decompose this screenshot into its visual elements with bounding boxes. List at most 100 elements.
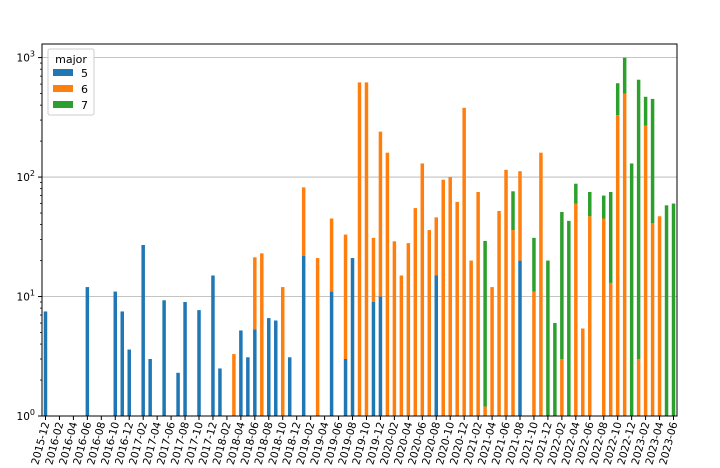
bar-segment-major-5 [141, 245, 145, 416]
bar-segment-major-6 [455, 201, 459, 416]
bar-segment-major-5 [434, 275, 439, 416]
y-tick-label: 103 [17, 50, 35, 65]
legend-label-7: 7 [81, 99, 88, 112]
bar-segment-major-6 [469, 260, 473, 416]
bar-segment-major-7 [574, 183, 578, 204]
bar-segment-major-6 [315, 258, 320, 416]
bar-segment-major-5 [211, 275, 215, 416]
bar-segment-major-6 [608, 282, 613, 416]
y-axis-ticks: 100 101 102 103 [17, 50, 42, 423]
bar-segment-major-5 [43, 311, 48, 416]
bar-segment-major-7 [483, 240, 487, 407]
bar-segment-major-7 [671, 203, 676, 416]
bar-segment-major-7 [622, 57, 627, 94]
bar-segment-major-5 [378, 296, 383, 416]
bar-segment-major-6 [253, 257, 257, 330]
bar-segment-major-5 [176, 372, 180, 416]
bar-segment-major-5 [162, 300, 166, 416]
bar-segment-major-5 [148, 359, 152, 416]
bar-segment-major-7 [588, 192, 592, 217]
bar-segment-major-6 [329, 218, 334, 292]
bar-segment-major-6 [448, 177, 452, 416]
bar-segment-major-7 [553, 323, 557, 416]
bar-segment-major-6 [406, 243, 411, 416]
bar-segment-major-6 [420, 163, 425, 416]
bar-segment-major-6 [650, 223, 655, 416]
bar-segment-major-5 [274, 320, 278, 416]
bar-segment-major-6 [497, 211, 501, 416]
bar-segment-major-6 [490, 287, 494, 416]
bar-segment-major-6 [643, 125, 648, 416]
bar-segment-major-6 [588, 216, 592, 416]
bar-segment-major-5 [301, 255, 306, 416]
bar-segment-major-7 [608, 192, 613, 283]
bar-segment-major-6 [462, 107, 466, 417]
bar-segment-major-6 [385, 152, 390, 416]
bar-segment-major-5 [197, 310, 201, 416]
bar-segment-major-5 [246, 357, 250, 416]
bar-segment-major-7 [567, 220, 571, 416]
bar-segment-major-6 [615, 115, 620, 416]
bar-segment-major-5 [239, 330, 243, 416]
bar-segment-major-6 [392, 241, 397, 416]
legend-swatch-5 [53, 69, 73, 76]
bar-segment-major-6 [581, 328, 585, 416]
bar-segment-major-7 [601, 195, 606, 219]
legend-swatch-6 [53, 85, 73, 92]
bar-segment-major-7 [532, 237, 536, 292]
legend-box [47, 48, 95, 116]
bar-segment-major-7 [560, 212, 564, 360]
bar-segment-major-6 [483, 406, 487, 416]
bar-segment-major-6 [301, 187, 306, 256]
bar-segment-major-6 [280, 287, 285, 416]
bar-segment-major-6 [622, 93, 627, 416]
legend: major 5 6 7 [47, 48, 95, 116]
bar-segment-major-6 [518, 171, 522, 261]
bar-segment-major-7 [615, 83, 620, 116]
bar-segment-major-6 [511, 230, 515, 416]
bar-segment-major-5 [371, 302, 376, 416]
bar-segment-major-6 [260, 253, 264, 416]
bar-segment-major-7 [511, 191, 515, 231]
bar-segment-major-6 [357, 82, 362, 416]
bar-segment-major-5 [350, 258, 355, 416]
legend-swatch-7 [53, 101, 73, 108]
y-tick-label: 101 [17, 289, 35, 304]
bar-segment-major-6 [343, 234, 348, 360]
bar-segment-major-5 [343, 359, 348, 416]
bar-segment-major-7 [629, 163, 634, 416]
bar-segment-major-7 [643, 96, 648, 126]
bar-segment-major-6 [539, 152, 543, 416]
bar-segment-major-5 [267, 318, 271, 416]
bar-segment-major-5 [120, 311, 124, 416]
bar-segment-major-6 [504, 169, 508, 416]
bar-segment-major-6 [434, 217, 439, 276]
bar-segment-major-5 [518, 260, 522, 416]
bar-segment-major-6 [378, 131, 383, 297]
bar-segment-major-6 [232, 354, 236, 416]
bar-segment-major-6 [601, 218, 606, 416]
bar-segment-major-7 [650, 98, 655, 224]
bar-segment-major-6 [636, 359, 641, 416]
bar-segment-major-5 [253, 329, 257, 416]
bars [43, 57, 676, 417]
y-tick-label: 100 [17, 408, 35, 423]
plot-frame [41, 43, 678, 417]
bar-segment-major-5 [218, 368, 222, 416]
bar-segment-major-6 [476, 192, 480, 416]
bar-segment-major-6 [441, 179, 445, 416]
bar-segment-major-5 [85, 287, 90, 416]
bar-segment-major-6 [532, 291, 536, 416]
bar-segment-major-6 [399, 275, 404, 416]
bar-segment-major-6 [364, 82, 369, 416]
bar-segment-major-5 [287, 357, 292, 416]
bar-segment-major-7 [546, 260, 550, 416]
bar-segment-major-6 [657, 216, 662, 416]
bar-segment-major-5 [183, 302, 187, 416]
legend-label-6: 6 [81, 83, 88, 96]
y-tick-label: 102 [17, 169, 35, 184]
bar-segment-major-6 [560, 359, 564, 416]
bar-segment-major-6 [371, 237, 376, 303]
bar-segment-major-6 [574, 203, 578, 416]
